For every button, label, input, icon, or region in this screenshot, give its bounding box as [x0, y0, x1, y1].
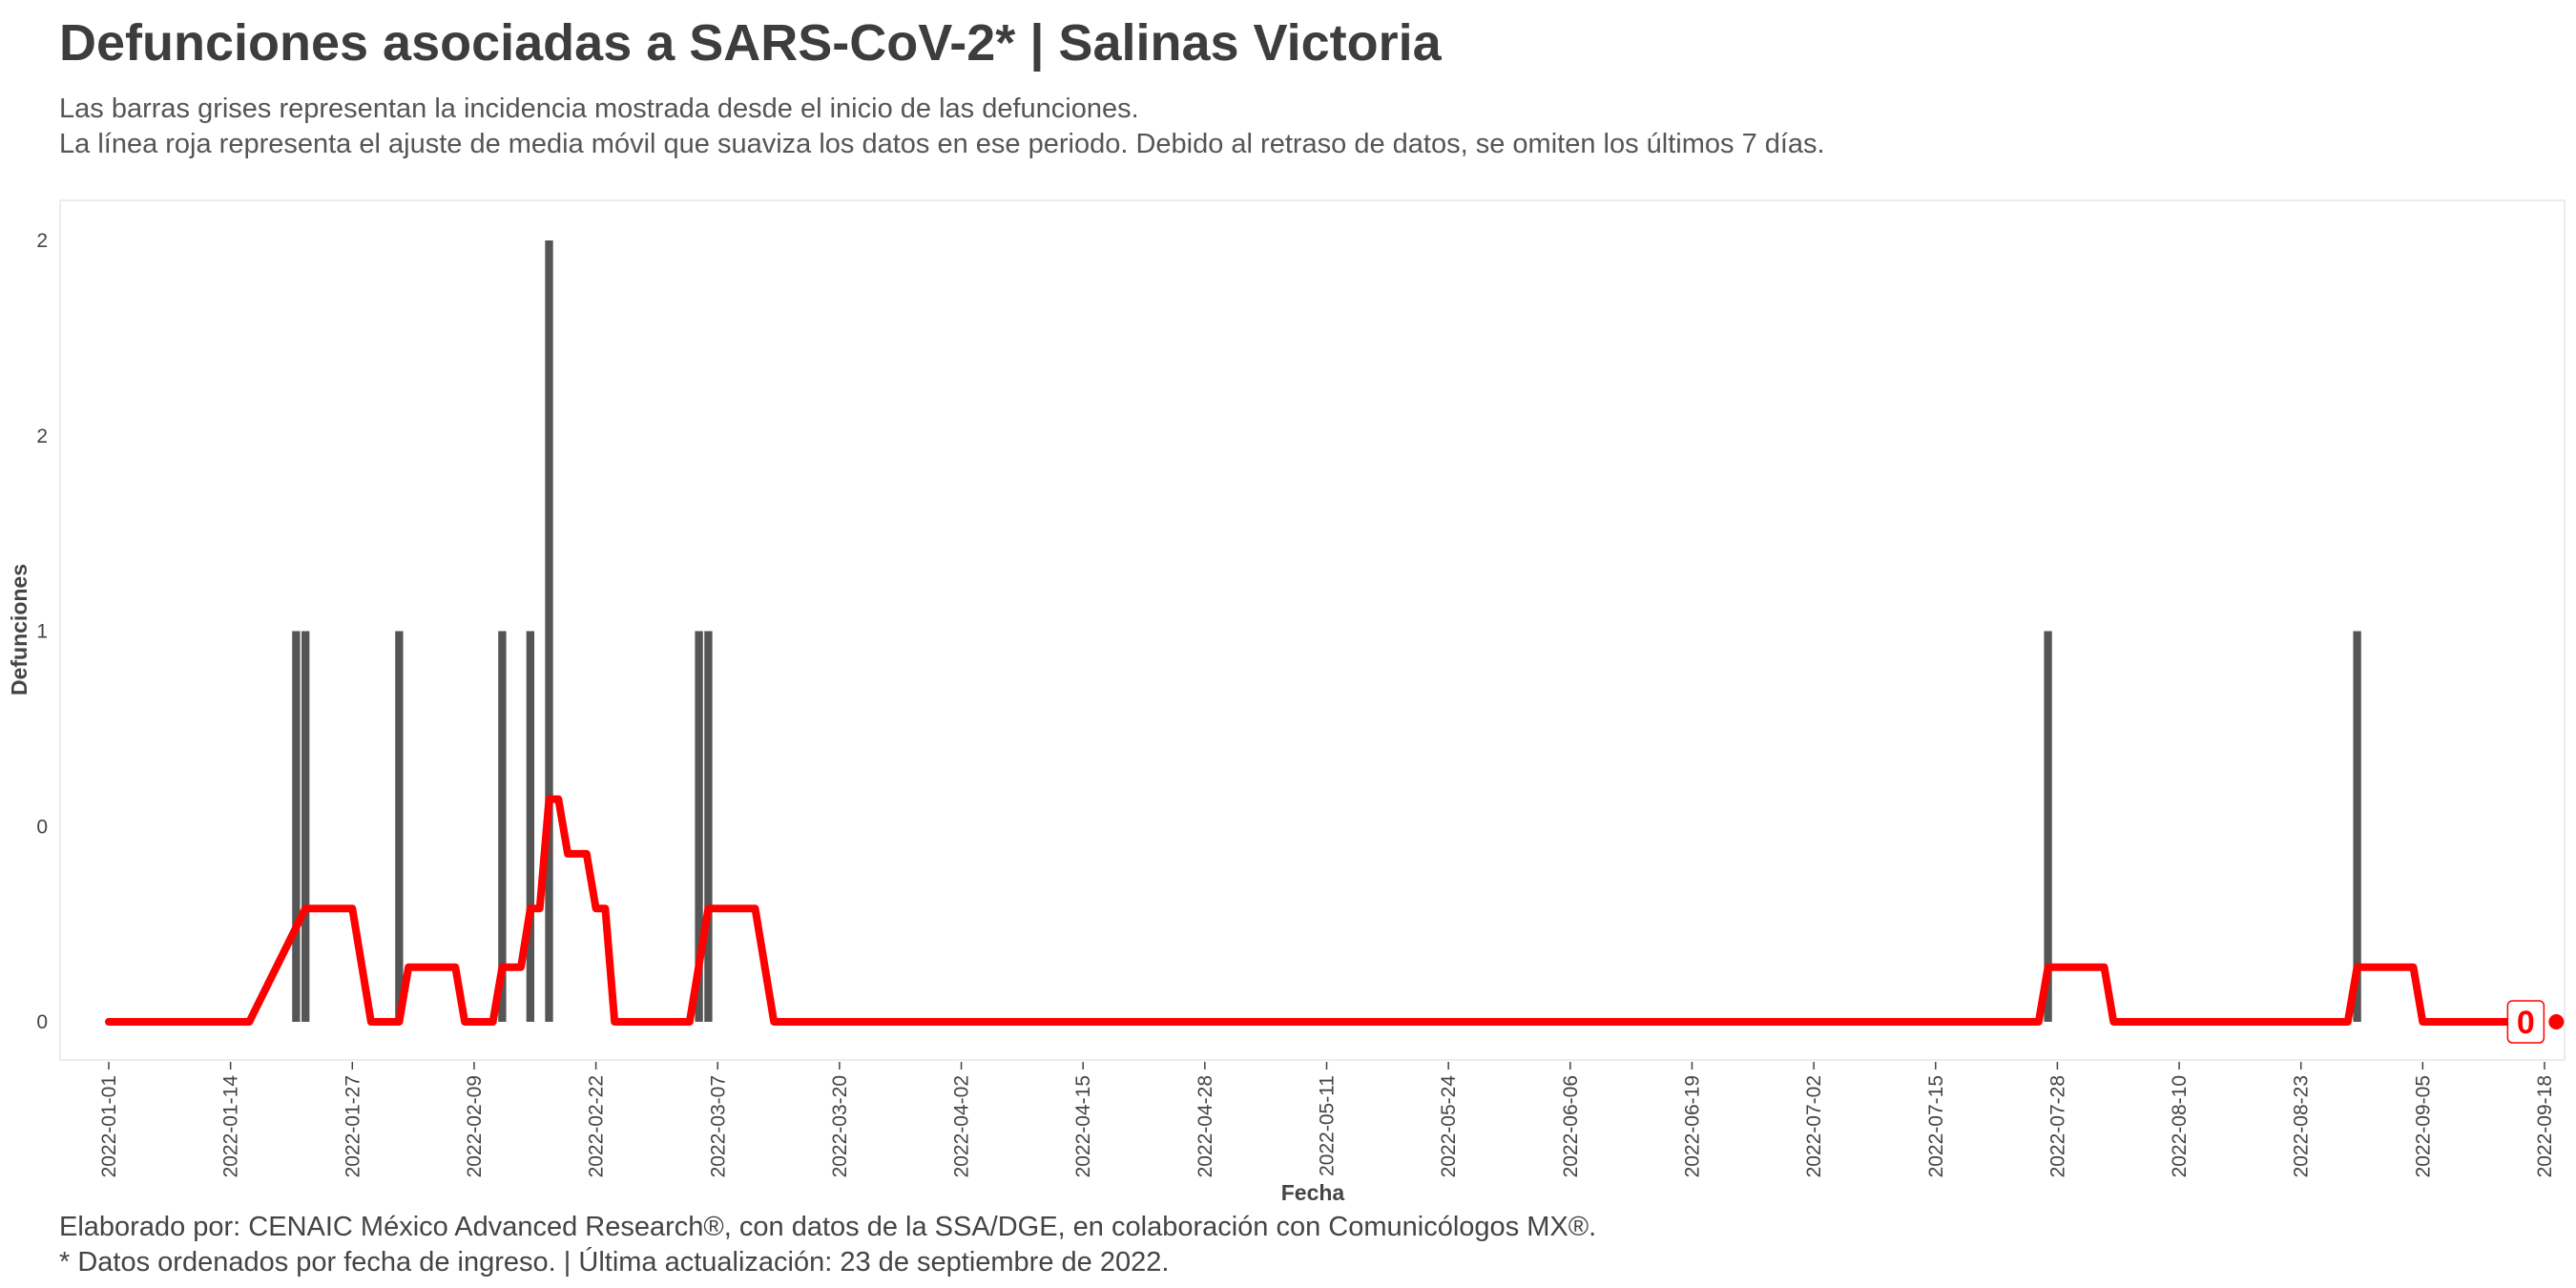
- x-tick-label: 2022-02-22: [586, 1075, 608, 1177]
- bar: [704, 631, 713, 1022]
- subtitle-line-1: Las barras grises representan la inciden…: [59, 93, 1139, 124]
- x-tick-label: 2022-01-14: [220, 1075, 242, 1178]
- moving-average-line: [105, 795, 2530, 1026]
- y-axis-ticks: 0 0 1 2 2: [36, 230, 48, 1033]
- x-tick-label: 2022-06-06: [1560, 1075, 1582, 1177]
- end-point: [2548, 1014, 2565, 1029]
- bar: [2044, 631, 2052, 1022]
- end-label-text: 0: [2517, 1005, 2535, 1041]
- x-axis-ticks: 2022-01-01 2022-01-14 2022-01-27 2022-02-09…: [98, 1062, 2556, 1177]
- x-tick-label: 2022-01-27: [342, 1075, 364, 1177]
- x-tick-label: 2022-05-11: [1317, 1075, 1339, 1176]
- bar: [395, 631, 404, 1022]
- end-label-layer: 0: [2506, 1000, 2565, 1044]
- bar: [526, 631, 535, 1022]
- x-tick-label: 2022-07-15: [1925, 1075, 1947, 1177]
- caption: Elaborado por: CENAIC México Advanced Re…: [59, 1210, 1596, 1280]
- x-tick-label: 2022-07-02: [1803, 1075, 1825, 1177]
- x-axis-label: Fecha: [1281, 1180, 1345, 1205]
- x-tick-label: 2022-03-07: [707, 1075, 729, 1177]
- y-axis-label: Defunciones: [7, 564, 31, 696]
- line-layer: [105, 795, 2530, 1026]
- x-tick-label: 2022-03-20: [829, 1075, 851, 1177]
- x-tick-label: 2022-04-15: [1072, 1075, 1094, 1177]
- bar: [545, 240, 553, 1022]
- y-tick-label: 0: [36, 816, 48, 838]
- x-tick-label: 2022-04-02: [951, 1075, 973, 1177]
- end-label-box: [2506, 1000, 2545, 1044]
- y-tick-label: 1: [36, 621, 48, 643]
- bar: [2353, 631, 2361, 1022]
- x-tick-label: 2022-02-09: [464, 1075, 486, 1177]
- caption-line-2: * Datos ordenados por fecha de ingreso. …: [59, 1247, 1170, 1278]
- bar: [301, 631, 310, 1022]
- x-tick-label: 2022-06-19: [1682, 1075, 1704, 1177]
- x-tick-label: 2022-05-24: [1438, 1075, 1460, 1178]
- bar: [498, 631, 507, 1022]
- plot-panel: [59, 199, 2566, 1061]
- chart-subtitle: Las barras grises representan la inciden…: [59, 92, 1825, 162]
- y-tick-label: 0: [36, 1011, 48, 1033]
- bars-layer: [292, 240, 2361, 1022]
- bar: [695, 631, 703, 1022]
- x-tick-label: 2022-09-05: [2412, 1075, 2434, 1177]
- x-tick-label: 2022-01-01: [98, 1075, 120, 1177]
- x-tick-label: 2022-08-10: [2169, 1075, 2191, 1177]
- x-tick-label: 2022-09-18: [2534, 1075, 2556, 1177]
- chart-title: Defunciones asociadas a SARS-CoV-2* | Sa…: [59, 14, 1442, 72]
- y-tick-label: 2: [36, 230, 48, 252]
- bar: [292, 631, 301, 1022]
- y-tick-label: 2: [36, 426, 48, 447]
- x-tick-label: 2022-07-28: [2046, 1075, 2068, 1177]
- x-tick-label: 2022-08-23: [2291, 1075, 2313, 1177]
- subtitle-line-2: La línea roja representa el ajuste de me…: [59, 129, 1825, 159]
- x-tick-label: 2022-04-28: [1195, 1075, 1216, 1177]
- caption-line-1: Elaborado por: CENAIC México Advanced Re…: [59, 1212, 1597, 1242]
